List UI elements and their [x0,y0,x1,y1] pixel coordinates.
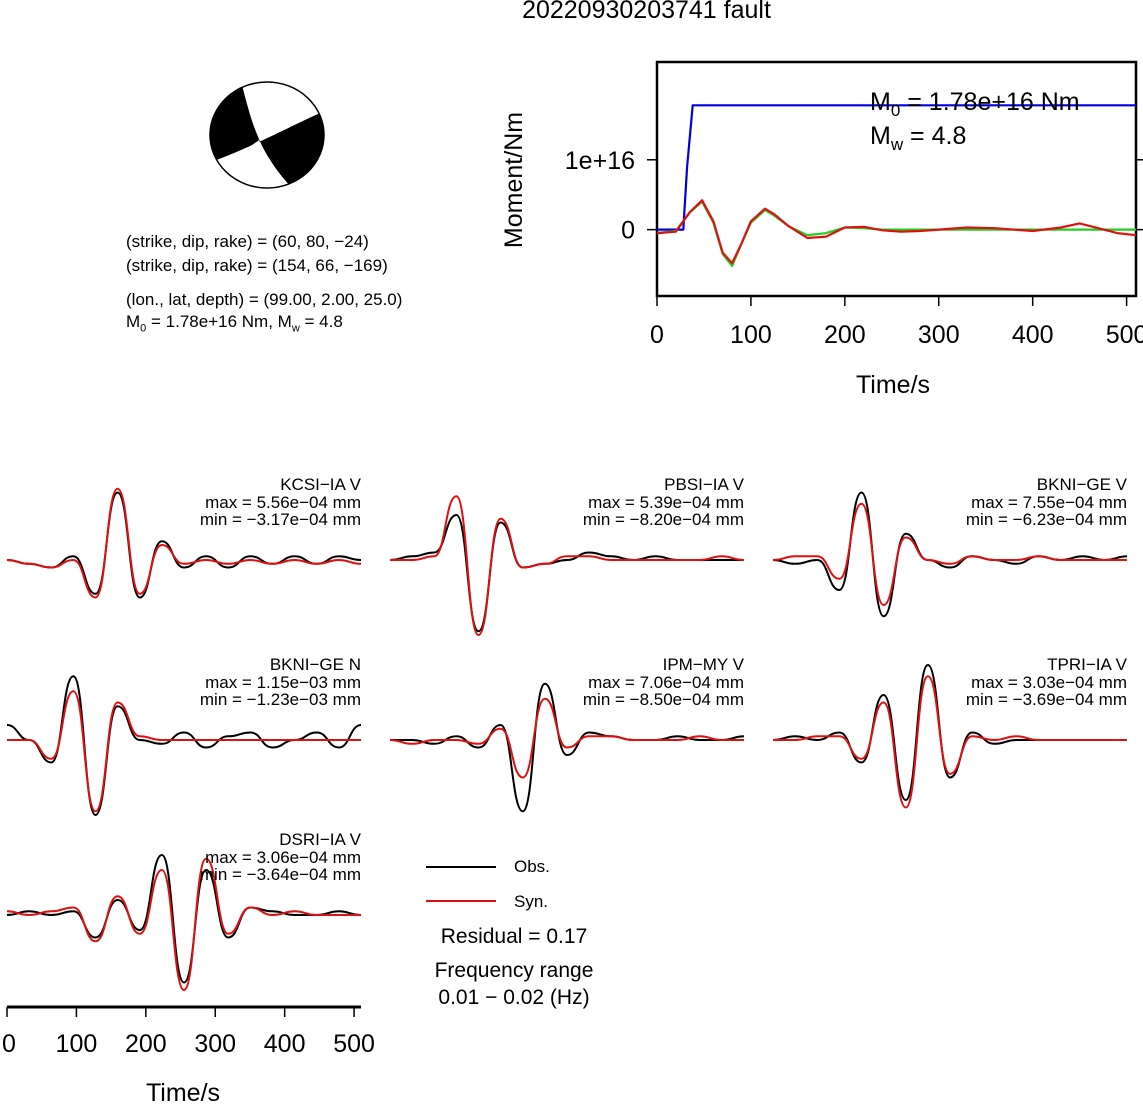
station-max-text: max = 5.39e−04 mm [588,493,744,512]
waveform-xtick-label: 300 [194,1030,236,1058]
page-title: 20220930203741 fault [522,0,771,24]
station-min-text: min = −6.23e−04 mm [965,510,1127,529]
obs-trace [6,853,362,984]
moment-ytick-label: 1e+16 [565,147,635,175]
station-min-text: min = −8.50e−04 mm [582,690,744,709]
moment-xtick-label: 0 [650,321,664,349]
station-max-text: max = 7.06e−04 mm [588,673,744,692]
syn-trace [773,675,1127,809]
station-max-text: max = 1.15e−03 mm [205,673,361,692]
syn-trace [772,502,1127,607]
station-min-text: min = −1.23e−03 mm [199,690,361,709]
station-label: BKNI−GE N [269,655,361,674]
moment-series-1 [656,200,1136,268]
station-max-text: max = 3.03e−04 mm [971,673,1127,692]
moment-series-0 [657,104,1136,231]
station-label: TPRI−IA V [1047,655,1127,674]
station-label: PBSI−IA V [664,475,744,494]
moment-xtick-label: 200 [824,321,866,349]
beachball-icon [209,81,325,189]
waveform-xtick-label: 0 [2,1030,16,1058]
legend-lines [426,866,496,902]
moment-plot-frame [655,60,1138,298]
moment-series-2 [656,199,1137,265]
syn-trace [7,690,361,813]
obs-trace [389,513,744,633]
waveform-xlabel: Time/s [146,1079,220,1104]
magnitude-text: M0 = 1.78e+16 Nm, Mw = 4.8 [126,312,343,335]
station-label: KCSI−IA V [280,475,361,494]
waveform-panel: 0 100 200 300 400 500 Time/s [2,487,1128,1104]
waveform-xtick-label: 100 [56,1030,98,1058]
m0-annotation: M0 = 1.78e+16 Nm [870,88,1080,120]
moment-ytick-label: 0 [621,217,635,245]
station-max-text: max = 7.55e−04 mm [971,493,1127,512]
moment-xtick-label: 500 [1106,321,1143,349]
station-max-text: max = 3.06e−04 mm [205,848,361,867]
moment-xtick-label: 300 [918,321,960,349]
syn-trace [390,495,745,637]
legend-syn-label: Syn. [514,892,549,911]
station-label: IPM−MY V [662,655,744,674]
syn-trace [6,857,361,992]
plane1-text: (strike, dip, rake) = (60, 80, −24) [126,232,369,251]
station-max-text: max = 5.56e−04 mm [205,493,361,512]
plane2-text: (strike, dip, rake) = (154, 66, −169) [126,256,388,275]
station-min-text: min = −8.20e−04 mm [582,510,744,529]
waveform-xtick-label: 200 [125,1030,167,1058]
m0-value: 1.78e+16 Nm, [165,312,273,331]
waveform-xtick-label: 500 [333,1030,375,1058]
waveform-xtick-label: 400 [264,1030,306,1058]
moment-xtick-label: 400 [1012,321,1054,349]
mw-annotation: Mw = 4.8 [870,122,966,154]
station-min-text: min = −3.64e−04 mm [199,865,361,884]
moment-xtick-label: 100 [730,321,772,349]
moment-xlabel: Time/s [856,371,930,399]
legend-obs-label: Obs. [514,857,550,876]
station-label: BKNI−GE V [1036,475,1127,494]
frequency-range: 0.01 − 0.02 (Hz) [438,986,590,1009]
station-min-text: min = −3.17e−04 mm [199,510,361,529]
syn-trace [389,697,744,779]
mw-value: 4.8 [319,312,343,331]
frequency-title: Frequency range [434,959,594,982]
station-label: DSRI−IA V [279,830,361,849]
syn-trace [6,487,362,599]
station-min-text: min = −3.69e−04 mm [965,690,1127,709]
moment-ylabel: Moment/Nm [500,112,528,248]
residual-text: Residual = 0.17 [440,925,588,948]
location-text: (lon., lat, depth) = (99.00, 2.00, 25.0) [126,290,403,309]
